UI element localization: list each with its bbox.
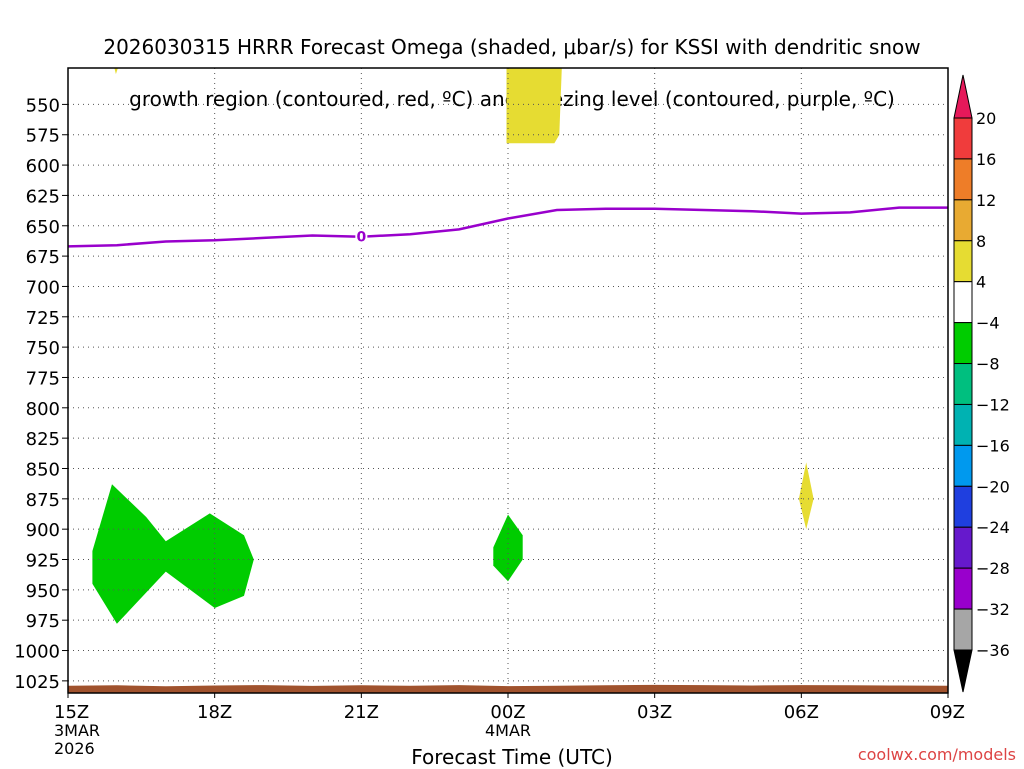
omega-region-0: [92, 484, 254, 624]
colorbar-label: −20: [976, 477, 1010, 496]
y-tick-label: 1000: [14, 642, 60, 663]
colorbar-swatch: [953, 281, 973, 324]
y-tick-label: 900: [26, 520, 60, 541]
y-tick-label: 875: [26, 490, 60, 511]
y-tick-label: 575: [26, 126, 60, 147]
colorbar-label: −12: [976, 395, 1010, 414]
x-tick-label: 15Z: [54, 702, 89, 723]
omega-region-4: [114, 68, 118, 75]
colorbar-label: 8: [976, 232, 986, 251]
x-axis-title: Forecast Time (UTC): [411, 745, 613, 769]
colorbar-label: −24: [976, 518, 1010, 537]
colorbar-swatch: [953, 526, 973, 569]
colorbar-label: 12: [976, 191, 996, 210]
x-tick-label: 18Z: [197, 702, 232, 723]
colorbar-swatch: [953, 158, 973, 201]
x-tick-year: 2026: [54, 739, 95, 758]
x-tick-date: 3MAR: [54, 721, 100, 740]
y-tick-label: 925: [26, 551, 60, 572]
credit-text[interactable]: coolwx.com/models: [857, 745, 1016, 764]
y-tick-label: 625: [26, 186, 60, 207]
chart-title: 2026030315 HRRR Forecast Omega (shaded, …: [0, 8, 1024, 138]
x-tick-label: 21Z: [344, 702, 379, 723]
colorbar-swatch: [953, 322, 973, 365]
colorbar-swatch: [953, 403, 973, 446]
x-tick-label: 03Z: [637, 702, 672, 723]
y-tick-label: 600: [26, 156, 60, 177]
title-line-1: 2026030315 HRRR Forecast Omega (shaded, …: [103, 35, 921, 59]
colorbar-label: −16: [976, 436, 1010, 455]
colorbar-label: −28: [976, 559, 1010, 578]
colorbar-swatch: [953, 608, 973, 651]
y-tick-label: 700: [26, 277, 60, 298]
colorbar-top-arrow: [953, 74, 973, 119]
freezing-level-line: [67, 206, 948, 248]
colorbar-label: 16: [976, 150, 996, 169]
plot-frame: [67, 67, 949, 694]
colorbar-swatch: [953, 117, 973, 160]
colorbar-swatch: [953, 567, 973, 610]
colorbar-swatch: [953, 240, 973, 283]
colorbar-bottom-arrow: [953, 649, 973, 693]
y-tick-label: 850: [26, 459, 60, 480]
freezing-level-label: 0: [356, 230, 366, 246]
colorbar-label: 20: [976, 109, 996, 128]
x-tick-label: 06Z: [784, 702, 819, 723]
colorbar-label: −8: [976, 355, 1000, 374]
colorbar-swatch: [953, 199, 973, 242]
terrain-band: [68, 684, 948, 693]
y-tick-label: 750: [26, 338, 60, 359]
colorbar-swatch: [953, 363, 973, 405]
y-tick-label: 825: [26, 429, 60, 450]
omega-region-3: [798, 462, 814, 530]
omega-region-1: [493, 514, 523, 582]
y-tick-label: 975: [26, 611, 60, 632]
y-tick-label: 675: [26, 247, 60, 268]
x-tick-label: 09Z: [930, 702, 965, 723]
colorbar-label: −4: [976, 314, 1000, 333]
y-tick-label: 550: [26, 95, 60, 116]
y-tick-label: 800: [26, 399, 60, 420]
colorbar-label: 4: [976, 273, 986, 292]
y-tick-label: 1025: [14, 672, 60, 693]
omega-region-2: [506, 68, 562, 144]
y-tick-label: 650: [26, 217, 60, 238]
colorbar-swatch: [953, 444, 973, 487]
contour-label-bg: [355, 228, 368, 245]
colorbar-label: −36: [976, 641, 1010, 660]
colorbar-label: −32: [976, 600, 1010, 619]
y-tick-label: 775: [26, 368, 60, 389]
x-tick-date: 4MAR: [485, 721, 531, 740]
x-tick-label: 00Z: [490, 702, 525, 723]
colorbar-swatch: [953, 485, 973, 528]
y-tick-label: 950: [26, 581, 60, 602]
y-tick-label: 725: [26, 308, 60, 329]
